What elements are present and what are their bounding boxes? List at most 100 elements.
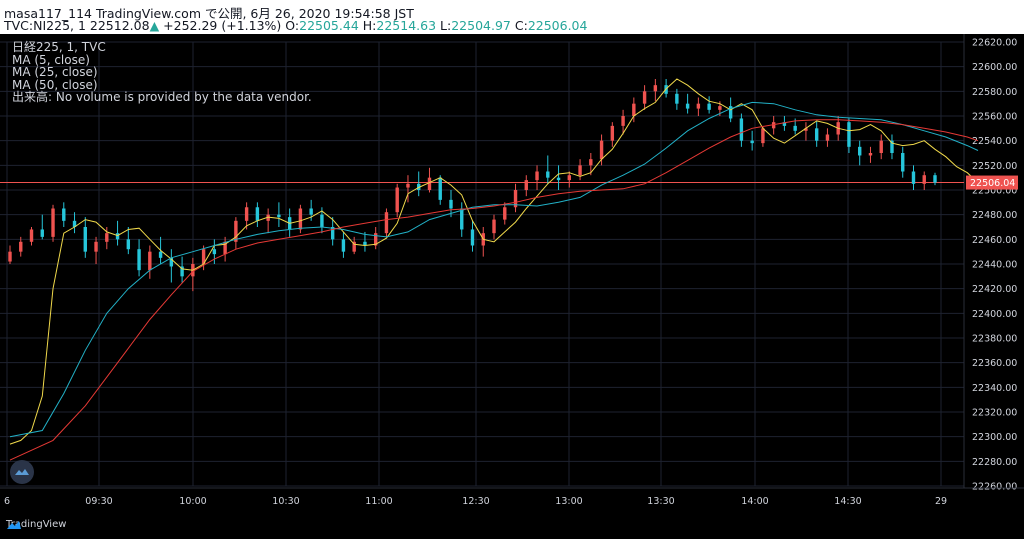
candle-body (707, 103, 711, 110)
ma25-line (9, 101, 979, 438)
candle-body (406, 183, 410, 188)
candle-body (814, 128, 819, 141)
x-tick-label: 6 (4, 496, 10, 507)
y-tick-label: 22520.00 (972, 161, 1017, 172)
y-tick-label: 22320.00 (972, 408, 1017, 419)
candle-body (761, 128, 765, 144)
candle-body (373, 233, 378, 246)
y-tick-label: 22420.00 (972, 284, 1017, 295)
candle-body (244, 207, 249, 221)
candle-body (320, 214, 324, 227)
y-tick-label: 22480.00 (972, 210, 1017, 221)
candle-body (158, 251, 163, 258)
x-tick-label: 13:00 (555, 496, 582, 507)
x-tick-label: 13:30 (647, 496, 674, 507)
candle-body (492, 219, 496, 234)
candle-body (8, 251, 12, 262)
candle-body (632, 103, 636, 116)
y-tick-label: 22280.00 (972, 457, 1017, 468)
candle-body (115, 233, 120, 240)
x-tick-label: 11:00 (365, 496, 392, 507)
candle-body (169, 257, 174, 267)
change-arrow: ▲ (149, 18, 160, 33)
legend-volume-note: 出来高: No volume is provided by the data v… (12, 90, 312, 104)
candle-body (933, 175, 937, 183)
close-label: C: (514, 18, 528, 33)
candle-body (51, 208, 55, 237)
candle-body (825, 134, 830, 141)
tradingview-logo-icon (7, 521, 21, 529)
candle-body (83, 227, 87, 252)
candle-body (610, 125, 615, 141)
candle-body (384, 212, 389, 234)
candle-body (890, 140, 894, 153)
candle-body (750, 140, 754, 144)
candle-body (621, 116, 625, 126)
legend-title: 日経225, 1, TVC (12, 40, 106, 54)
brand-label: TradingView (6, 519, 67, 530)
x-tick-label: 10:30 (272, 496, 299, 507)
candle-body (298, 208, 303, 230)
candle-body (696, 103, 701, 109)
candle-body (567, 175, 572, 181)
candle-body (266, 214, 270, 221)
candle-body (223, 241, 227, 255)
x-tick-label: 14:30 (834, 496, 861, 507)
last-price-label: 22506.04 (970, 178, 1015, 189)
candle-body (901, 153, 905, 172)
candle-body (847, 122, 851, 147)
candle-body (728, 106, 733, 119)
tradingview-cloud-icon[interactable] (10, 460, 34, 484)
candle-body (438, 177, 442, 200)
candle-body (201, 249, 206, 264)
chart-header: masa117_114 TradingView.com で公開, 6月 26, … (0, 0, 1024, 34)
candle-body (503, 207, 507, 220)
price-change: +252.29 (+1.13%) (163, 18, 282, 33)
candlestick-chart[interactable]: 22620.00 22600.00 22580.00 22560.00 22540.00… (0, 34, 1024, 514)
high-value: 22514.63 (376, 18, 437, 33)
candle-body (535, 171, 539, 181)
footer (0, 514, 1024, 539)
x-tick-label: 09:30 (85, 496, 112, 507)
candle-body (589, 159, 593, 166)
candle-body (94, 241, 98, 252)
candle-body (868, 153, 873, 156)
candle-body (556, 177, 561, 181)
candle-body (599, 140, 604, 160)
chart-area[interactable]: 22620.00 22600.00 22580.00 22560.00 22540.00… (0, 34, 1024, 514)
candle-body (330, 227, 335, 240)
candle-body (277, 214, 281, 218)
legend-ma5[interactable]: MA (5, close) (12, 52, 90, 67)
y-tick-label: 22500.00 (972, 186, 1017, 197)
y-tick-label: 22360.00 (972, 358, 1017, 369)
candle-body (782, 122, 787, 126)
y-tick-label: 22260.00 (972, 482, 1017, 493)
x-tick-label: 14:00 (741, 496, 768, 507)
x-tick-label: 29 (935, 496, 947, 507)
candle-body (29, 229, 34, 242)
candle-body (804, 128, 808, 131)
y-tick-label: 22600.00 (972, 62, 1017, 73)
symbol-label: TVC:NI225, 1 (4, 18, 86, 33)
candle-body (470, 229, 475, 246)
candle-body (126, 239, 131, 250)
candle-body (363, 241, 367, 246)
open-label: O: (285, 18, 300, 33)
last-price-tag (966, 175, 1018, 190)
candle-body (212, 249, 217, 255)
legend-ma25[interactable]: MA (25, close) (12, 65, 98, 79)
candle-body (72, 220, 77, 227)
candle-body (642, 91, 647, 104)
candle-body (427, 177, 432, 190)
symbol-quote: TVC:NI225, 1 22512.08▲ +252.29 (+1.13%) … (4, 18, 587, 33)
candle-body (234, 220, 238, 242)
tradingview-logo[interactable]: TradingView (6, 519, 66, 530)
candle-body (524, 180, 528, 190)
legend-ma50[interactable]: MA (50, close) (12, 77, 98, 92)
candle-body (911, 171, 916, 184)
candle-body (546, 171, 550, 178)
close-value: 22506.04 (527, 18, 588, 33)
y-tick-label: 22300.00 (972, 432, 1017, 443)
candle-body (718, 106, 722, 110)
last-price: 22512.08 (89, 18, 150, 33)
